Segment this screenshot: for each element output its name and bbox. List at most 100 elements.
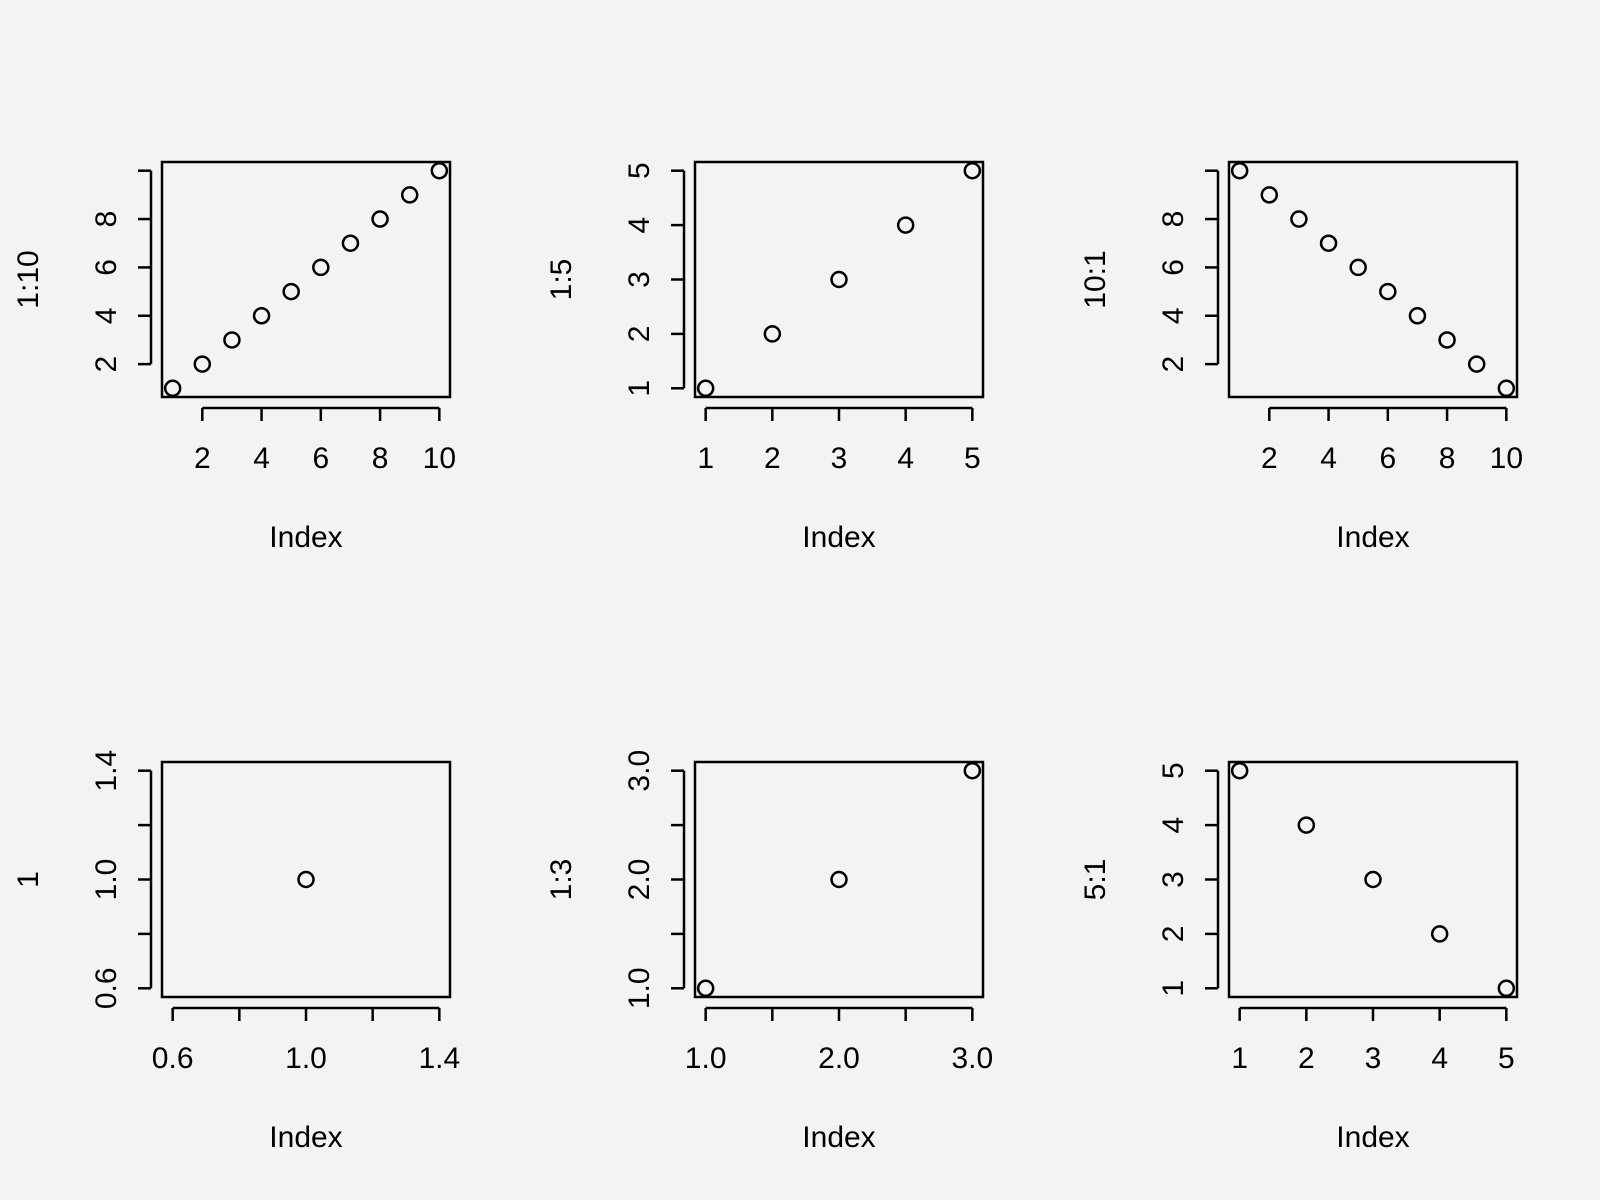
x-tick-label: 1 bbox=[697, 442, 714, 475]
data-point bbox=[830, 270, 848, 289]
y-tick-label: 1.4 bbox=[90, 750, 123, 792]
y-tick-label: 6 bbox=[1157, 259, 1190, 276]
x-axis-title: Index bbox=[1336, 1121, 1409, 1154]
x-axis-title: Index bbox=[802, 1121, 875, 1154]
x-tick-label: 3.0 bbox=[951, 1042, 993, 1075]
y-tick-label: 2 bbox=[1157, 356, 1190, 373]
panel-6: 1 2 3 4 5 1 2 3 4 5 Index 5:1 bbox=[1079, 760, 1519, 1154]
plot-frame bbox=[1227, 160, 1519, 399]
plot-frame bbox=[160, 760, 452, 999]
y-tick-label: 1 bbox=[623, 380, 656, 397]
y-tick-label: 2 bbox=[90, 356, 123, 373]
panel-5: 1.0 2.0 3.0 1.0 2.0 3.0 Index 1:3 bbox=[545, 750, 993, 1154]
y-tick-label: 4 bbox=[623, 217, 656, 234]
data-point bbox=[1497, 979, 1516, 998]
data-point bbox=[696, 979, 715, 998]
y-tick-label: 5 bbox=[1157, 762, 1190, 779]
y-axis-title: 1:5 bbox=[545, 259, 578, 301]
x-axis-title: Index bbox=[269, 521, 342, 554]
data-point bbox=[1230, 761, 1249, 780]
data-point bbox=[371, 210, 389, 228]
data-point bbox=[1290, 210, 1308, 228]
y-axis-title: 1 bbox=[12, 871, 45, 888]
y-tick-label: 8 bbox=[1157, 211, 1190, 228]
x-tick-label: 6 bbox=[312, 442, 329, 475]
x-axis-title: Index bbox=[269, 1121, 342, 1154]
data-point bbox=[341, 234, 360, 252]
plot-frame bbox=[1227, 760, 1519, 999]
y-tick-label: 4 bbox=[90, 307, 123, 324]
data-point bbox=[1364, 870, 1382, 889]
plot-frame bbox=[693, 760, 985, 999]
data-point bbox=[1297, 816, 1316, 834]
x-tick-label: 4 bbox=[897, 442, 914, 475]
data-point bbox=[1230, 161, 1249, 180]
y-axis-title: 10:1 bbox=[1079, 250, 1112, 308]
y-axis-title: 1:10 bbox=[12, 250, 45, 308]
y-tick-label: 1.0 bbox=[90, 859, 123, 901]
y-tick-label: 6 bbox=[90, 259, 123, 276]
x-tick-label: 8 bbox=[1439, 442, 1456, 475]
data-point bbox=[896, 216, 915, 234]
x-tick-label: 4 bbox=[253, 442, 270, 475]
data-point bbox=[1467, 355, 1486, 373]
x-tick-label: 2 bbox=[1298, 1042, 1315, 1075]
y-tick-label: 5 bbox=[623, 162, 656, 179]
y-axis-title: 1:3 bbox=[545, 859, 578, 901]
data-point bbox=[312, 258, 330, 277]
y-tick-label: 4 bbox=[1157, 307, 1190, 324]
y-tick-label: 3 bbox=[1157, 871, 1190, 888]
data-point bbox=[1438, 331, 1456, 349]
y-tick-label: 2 bbox=[1157, 926, 1190, 943]
data-point bbox=[1497, 379, 1516, 398]
plot-frame bbox=[693, 160, 985, 399]
x-tick-label: 6 bbox=[1379, 442, 1396, 475]
data-point bbox=[193, 355, 212, 373]
panel-4: 0.6 1.0 1.4 0.6 1.0 1.4 Index 1 bbox=[12, 750, 460, 1154]
plot-frame bbox=[160, 160, 452, 399]
y-tick-label: 8 bbox=[90, 211, 123, 228]
data-point bbox=[282, 282, 300, 301]
panel-3: 2 4 6 8 10 2 4 6 8 Index 10:1 bbox=[1079, 160, 1523, 554]
x-tick-label: 5 bbox=[964, 442, 981, 475]
data-point bbox=[763, 325, 782, 343]
x-tick-label: 4 bbox=[1320, 442, 1337, 475]
panel-2: 1 2 3 4 5 1 2 3 4 5 Index 1:5 bbox=[545, 160, 985, 554]
y-tick-label: 4 bbox=[1157, 817, 1190, 834]
data-point bbox=[1349, 258, 1367, 277]
data-point bbox=[1408, 307, 1427, 325]
y-tick-label: 2.0 bbox=[623, 859, 656, 901]
y-tick-label: 1 bbox=[1157, 980, 1190, 997]
y-tick-label: 0.6 bbox=[90, 967, 123, 1009]
y-tick-label: 1.0 bbox=[623, 967, 656, 1009]
y-tick-label: 3.0 bbox=[623, 750, 656, 792]
x-tick-label: 2 bbox=[1261, 442, 1278, 475]
y-axis-title: 5:1 bbox=[1079, 859, 1112, 901]
x-tick-label: 1.0 bbox=[685, 1042, 727, 1075]
data-point bbox=[1430, 925, 1449, 943]
data-point bbox=[963, 161, 982, 180]
data-point bbox=[163, 379, 182, 398]
x-tick-label: 3 bbox=[831, 442, 848, 475]
data-point bbox=[252, 307, 271, 325]
y-tick-label: 2 bbox=[623, 326, 656, 343]
x-tick-label: 10 bbox=[423, 442, 456, 475]
x-tick-label: 0.6 bbox=[152, 1042, 194, 1075]
x-axis-title: Index bbox=[802, 521, 875, 554]
data-point bbox=[297, 870, 315, 889]
x-tick-label: 3 bbox=[1365, 1042, 1382, 1075]
data-point bbox=[223, 331, 241, 349]
data-point bbox=[430, 161, 449, 180]
data-point bbox=[1379, 282, 1397, 301]
data-point bbox=[1319, 234, 1338, 252]
x-tick-label: 2 bbox=[764, 442, 781, 475]
data-point bbox=[400, 186, 419, 204]
x-tick-label: 1.4 bbox=[418, 1042, 460, 1075]
y-tick-label: 3 bbox=[623, 271, 656, 288]
x-tick-label: 2.0 bbox=[818, 1042, 860, 1075]
x-tick-label: 1.0 bbox=[285, 1042, 327, 1075]
x-axis-title: Index bbox=[1336, 521, 1409, 554]
x-tick-label: 4 bbox=[1431, 1042, 1448, 1075]
